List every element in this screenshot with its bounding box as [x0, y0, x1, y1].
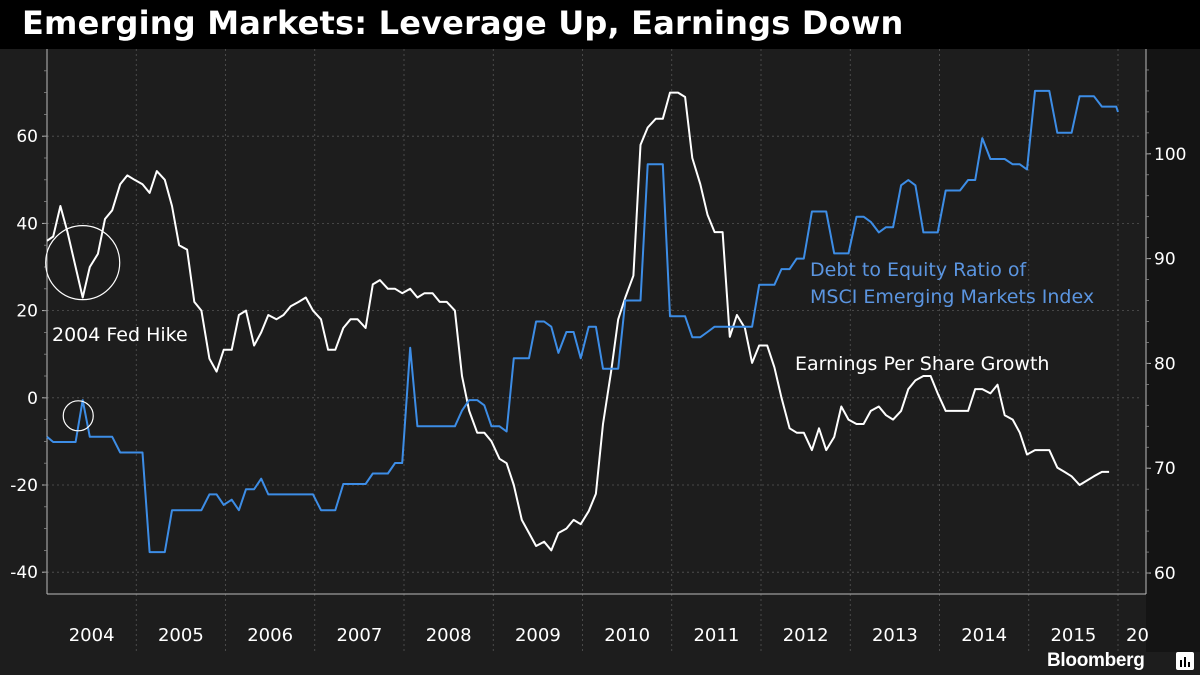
left-tick-label: 0 — [27, 389, 38, 409]
x-tick-label: 2015 — [1050, 625, 1096, 646]
x-tick-label: 2004 — [69, 625, 115, 646]
x-tick-label: 2010 — [604, 625, 650, 646]
x-tick-label: 2011 — [693, 625, 739, 646]
fed-hike-label: 2004 Fed Hike — [52, 324, 188, 346]
left-tick-label: -40 — [10, 563, 38, 583]
annotations: 2004 Fed Hike Debt to Equity Ratio of MS… — [45, 225, 1094, 432]
chart-background — [0, 49, 1200, 675]
debt-circle-annotation — [62, 400, 94, 432]
right-tick-label: 70 — [1154, 459, 1176, 479]
x-tick-label: 2013 — [872, 625, 918, 646]
x-tick-label: 2005 — [158, 625, 204, 646]
right-tick-label: 100 — [1154, 145, 1186, 165]
bloomberg-logo: Bloomberg — [1047, 650, 1145, 671]
x-tick-label: 2006 — [247, 625, 293, 646]
x-tick-label: 20 — [1126, 625, 1149, 646]
debt-series-label-line-2: MSCI Emerging Markets Index — [810, 286, 1094, 308]
x-tick-label: 2014 — [961, 625, 1007, 646]
eps-growth-line — [46, 91, 1110, 552]
right-tick-label: 80 — [1154, 354, 1176, 374]
x-tick-label: 2008 — [426, 625, 472, 646]
debt-equity-line — [46, 89, 1119, 554]
left-tick-label: -20 — [10, 476, 38, 496]
right-tick-label: 60 — [1154, 564, 1176, 584]
series-layer — [46, 89, 1119, 554]
eps-circle-annotation — [45, 225, 121, 301]
axes: -40 -20 0 20 40 60 60 70 80 90 100 2004 2005 2006 2007… — [10, 49, 1186, 646]
x-tick-label: 2007 — [336, 625, 382, 646]
bars-icon — [1176, 652, 1194, 670]
right-gutter — [1146, 49, 1200, 652]
left-tick-label: 40 — [16, 214, 38, 234]
x-tick-label: 2012 — [783, 625, 829, 646]
debt-series-label-line-1: Debt to Equity Ratio of — [810, 259, 1028, 281]
x-tick-label: 2009 — [515, 625, 561, 646]
left-tick-label: 20 — [16, 302, 38, 322]
chart-title: Emerging Markets: Leverage Up, Earnings … — [22, 4, 904, 42]
right-tick-label: 90 — [1154, 250, 1176, 270]
left-tick-label: 60 — [16, 127, 38, 147]
eps-series-label: Earnings Per Share Growth — [795, 353, 1049, 375]
